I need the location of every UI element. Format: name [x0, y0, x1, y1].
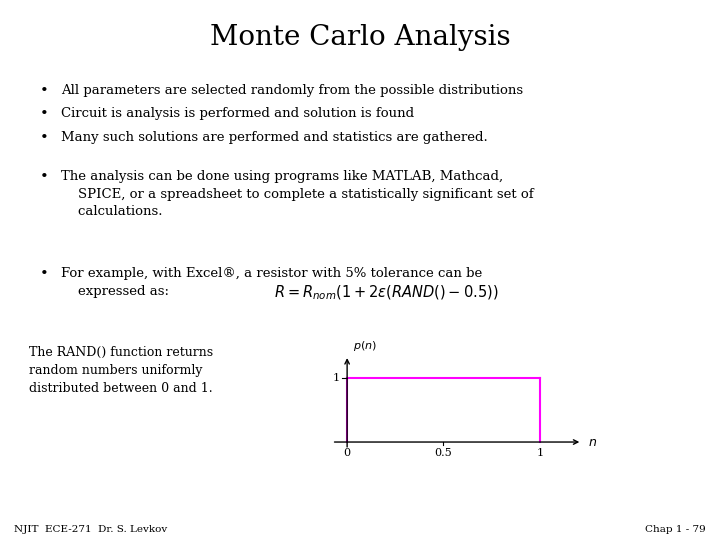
- Text: $n$: $n$: [588, 436, 597, 449]
- Text: •: •: [40, 84, 48, 98]
- Text: 0: 0: [343, 448, 351, 458]
- Text: The analysis can be done using programs like MATLAB, Mathcad,
    SPICE, or a sp: The analysis can be done using programs …: [61, 170, 534, 218]
- Text: Chap 1 - 79: Chap 1 - 79: [645, 524, 706, 534]
- Text: $R = R_{nom}(1 + 2\varepsilon(RAND() - 0.5))$: $R = R_{nom}(1 + 2\varepsilon(RAND() - 0…: [274, 284, 498, 302]
- Text: Many such solutions are performed and statistics are gathered.: Many such solutions are performed and st…: [61, 131, 488, 144]
- Text: 0.5: 0.5: [435, 448, 452, 458]
- Text: The RAND() function returns
random numbers uniformly
distributed between 0 and 1: The RAND() function returns random numbe…: [29, 346, 213, 395]
- Text: 1: 1: [333, 373, 339, 383]
- Text: Circuit is analysis is performed and solution is found: Circuit is analysis is performed and sol…: [61, 107, 414, 120]
- Text: $p(n)$: $p(n)$: [353, 339, 377, 353]
- Text: For example, with Excel®, a resistor with 5% tolerance can be
    expressed as:: For example, with Excel®, a resistor wit…: [61, 267, 482, 298]
- Text: All parameters are selected randomly from the possible distributions: All parameters are selected randomly fro…: [61, 84, 523, 97]
- Text: •: •: [40, 170, 48, 184]
- Text: Monte Carlo Analysis: Monte Carlo Analysis: [210, 24, 510, 51]
- Text: •: •: [40, 131, 48, 145]
- Text: •: •: [40, 107, 48, 122]
- Text: 1: 1: [536, 448, 544, 458]
- Text: NJIT  ECE-271  Dr. S. Levkov: NJIT ECE-271 Dr. S. Levkov: [14, 524, 168, 534]
- Text: •: •: [40, 267, 48, 281]
